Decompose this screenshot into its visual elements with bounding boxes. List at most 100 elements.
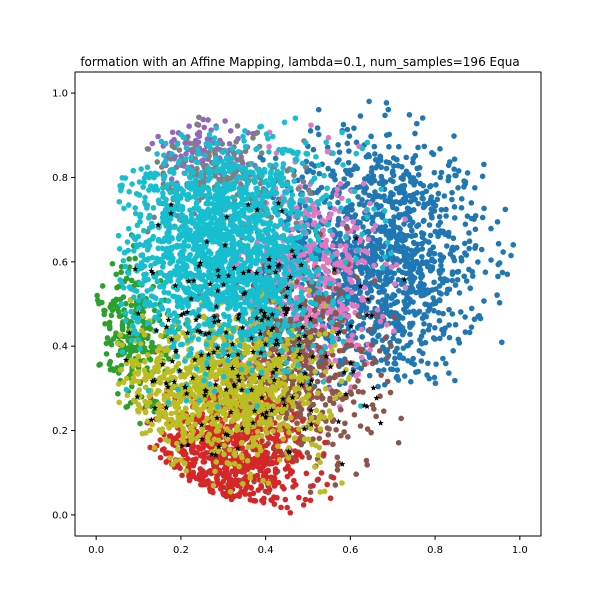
scatter-point <box>415 171 422 178</box>
scatter-point <box>119 322 126 329</box>
scatter-point <box>336 347 343 354</box>
scatter-point <box>353 284 360 291</box>
scatter-point <box>445 174 452 180</box>
scatter-point <box>276 414 283 420</box>
scatter-point <box>301 251 307 258</box>
scatter-point <box>349 301 355 308</box>
scatter-point <box>203 450 210 456</box>
scatter-point <box>396 212 402 218</box>
scatter-point <box>281 355 288 361</box>
scatter-point <box>300 178 307 185</box>
scatter-point <box>302 496 309 503</box>
scatter-point <box>383 165 390 172</box>
scatter-point <box>307 128 314 134</box>
scatter-point <box>348 391 355 397</box>
scatter-point <box>418 230 425 236</box>
scatter-point <box>304 400 311 406</box>
scatter-point <box>339 306 346 312</box>
scatter-point <box>353 342 360 348</box>
scatter-point <box>357 423 364 429</box>
scatter-point <box>447 159 453 165</box>
scatter-point <box>384 270 391 277</box>
scatter-point <box>329 347 335 354</box>
scatter-point <box>385 106 392 113</box>
scatter-point <box>407 174 414 181</box>
scatter-point <box>200 459 207 465</box>
scatter-point <box>338 432 344 439</box>
scatter-point <box>128 277 135 284</box>
scatter-point <box>322 439 328 446</box>
scatter-point <box>402 284 409 291</box>
scatter-point <box>314 390 321 396</box>
scatter-point <box>452 377 458 384</box>
scatter-point <box>410 299 416 305</box>
scatter-point <box>404 245 411 252</box>
scatter-point <box>429 287 436 293</box>
scatter-point <box>332 482 339 488</box>
scatter-point <box>269 460 276 467</box>
scatter-point <box>128 337 135 344</box>
scatter-point <box>178 457 184 463</box>
scatter-point <box>123 375 130 382</box>
scatter-point <box>430 151 437 158</box>
scatter-point <box>238 366 245 373</box>
scatter-point <box>325 215 332 221</box>
scatter-point <box>462 221 469 227</box>
scatter-point <box>395 143 402 150</box>
scatter-point <box>466 230 472 236</box>
scatter-point <box>284 504 290 511</box>
scatter-point <box>441 193 448 199</box>
scatter-point <box>390 226 397 233</box>
scatter-point <box>324 144 331 151</box>
scatter-point <box>326 408 333 414</box>
scatter-point <box>106 361 113 368</box>
scatter-point <box>321 451 327 457</box>
scatter-point <box>409 219 416 226</box>
points-layer <box>94 98 517 516</box>
scatter-point <box>265 468 271 474</box>
scatter-point <box>197 453 204 459</box>
scatter-point <box>374 307 381 313</box>
scatter-point <box>293 453 300 460</box>
scatter-point <box>381 301 388 308</box>
scatter-point <box>338 378 345 384</box>
scatter-point <box>378 323 385 329</box>
scatter-point <box>450 246 456 253</box>
scatter-point <box>382 112 388 119</box>
scatter-point <box>226 398 233 404</box>
scatter-point <box>117 332 123 338</box>
scatter-point <box>385 276 391 283</box>
scatter-point <box>137 404 143 411</box>
scatter-point <box>396 224 402 231</box>
scatter-point <box>118 366 125 373</box>
scatter-point <box>343 266 350 273</box>
scatter-point <box>388 295 395 302</box>
scatter-point <box>175 463 182 470</box>
scatter-point <box>294 420 300 427</box>
scatter-point <box>212 173 219 179</box>
scatter-point <box>354 247 361 253</box>
scatter-point <box>395 162 401 169</box>
scatter-point <box>340 271 347 277</box>
scatter-point <box>499 269 506 276</box>
scatter-point <box>377 318 384 325</box>
scatter-point <box>496 299 503 306</box>
scatter-point <box>337 230 343 237</box>
scatter-point <box>322 241 329 248</box>
scatter-point <box>479 214 486 221</box>
scatter-point <box>414 241 421 248</box>
scatter-point <box>329 388 336 395</box>
scatter-point <box>417 261 424 268</box>
scatter-point <box>274 443 281 449</box>
scatter-point <box>368 268 375 274</box>
scatter-point <box>451 215 458 221</box>
scatter-point <box>231 460 238 467</box>
scatter-point <box>402 270 409 277</box>
scatter-point <box>382 197 389 204</box>
scatter-point <box>419 234 426 241</box>
scatter-point <box>327 495 334 502</box>
scatter-point <box>304 450 311 456</box>
scatter-point <box>374 253 381 260</box>
scatter-point <box>457 309 464 315</box>
scatter-point <box>502 206 509 213</box>
